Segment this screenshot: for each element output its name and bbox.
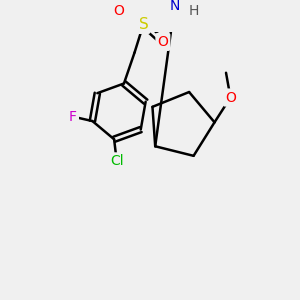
Text: S: S	[139, 17, 148, 32]
Text: O: O	[158, 35, 168, 49]
Text: N: N	[169, 0, 180, 14]
Text: F: F	[69, 110, 77, 124]
Text: O: O	[113, 4, 124, 18]
Text: H: H	[189, 4, 199, 18]
Text: Cl: Cl	[110, 154, 124, 168]
Text: O: O	[225, 91, 236, 104]
